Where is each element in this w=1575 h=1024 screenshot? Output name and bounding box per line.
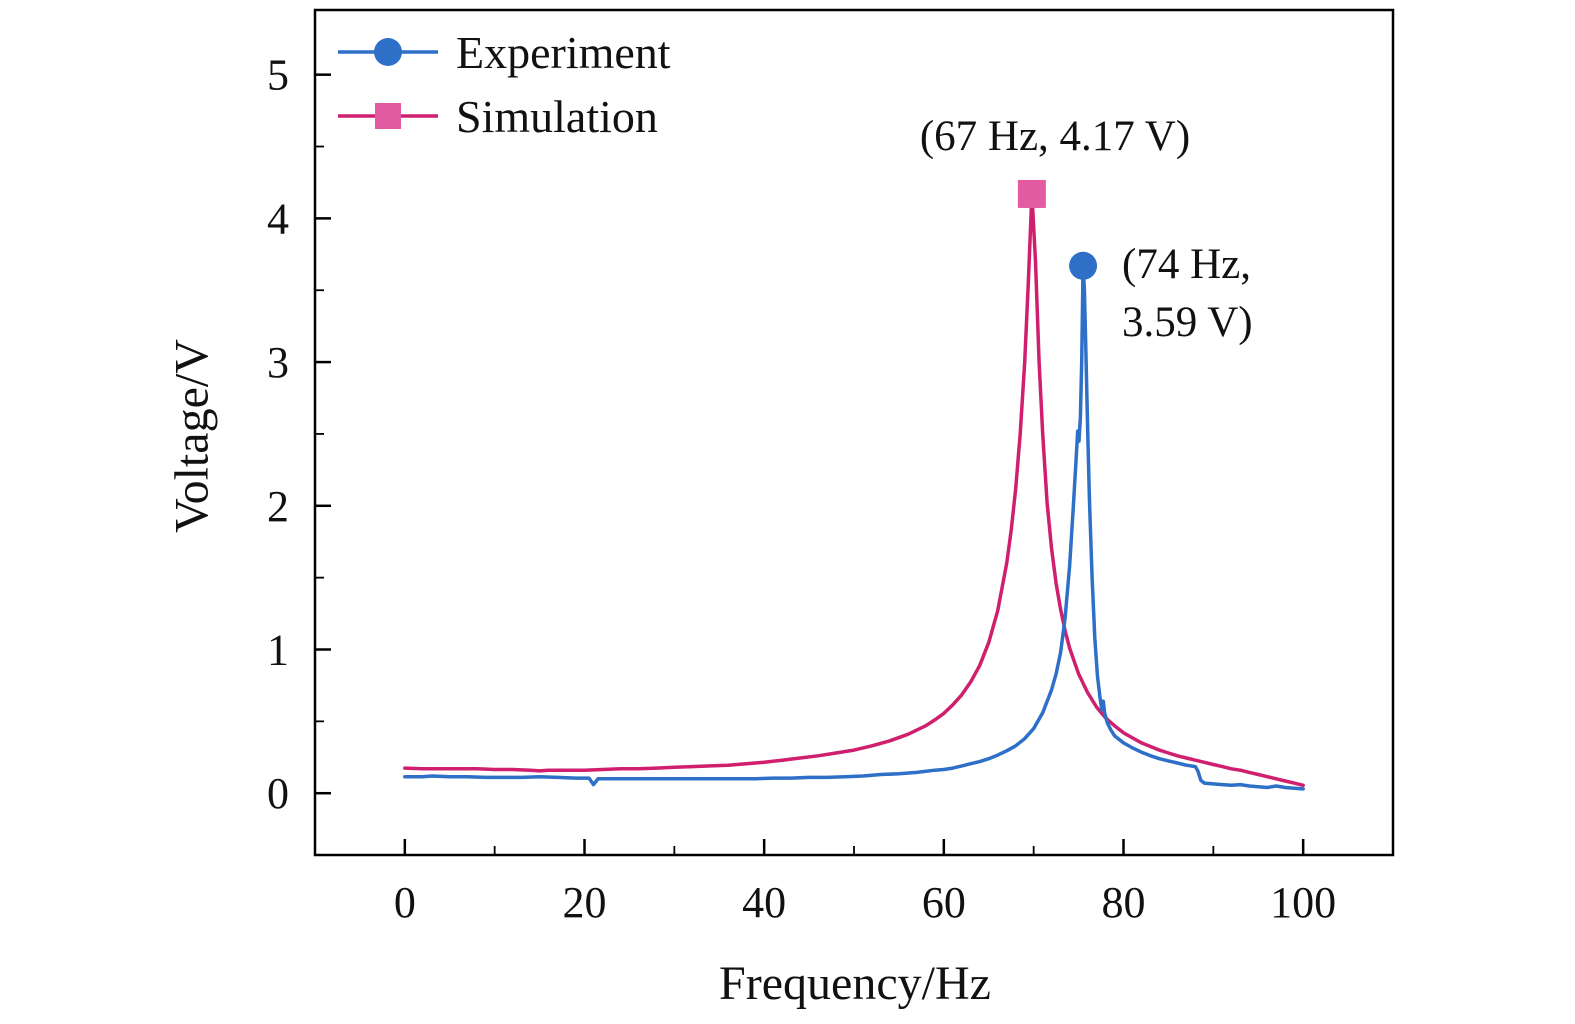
series-line-simulation — [403, 192, 1305, 788]
legend-item-simulation: Simulation — [336, 86, 671, 146]
x-tick-label: 80 — [1102, 878, 1146, 927]
experiment-peak-annotation-line2: 3.59 V) — [1122, 299, 1253, 346]
series-line-experiment — [403, 264, 1305, 791]
y-tick-label: 5 — [267, 51, 289, 100]
legend-item-experiment: Experiment — [336, 22, 671, 82]
simulation-swatch-marker — [375, 103, 401, 129]
legend: Experiment Simulation — [336, 22, 671, 146]
experiment-swatch-marker — [374, 38, 402, 66]
x-tick-label: 100 — [1270, 878, 1336, 927]
experiment-peak-annotation-line1: (74 Hz, — [1122, 241, 1251, 288]
y-tick-label: 0 — [267, 769, 289, 818]
y-tick-label: 2 — [267, 482, 289, 531]
x-axis-title: Frequency/Hz — [719, 957, 991, 1010]
simulation-peak-marker — [1017, 179, 1046, 208]
simulation-peak-annotation: (67 Hz, 4.17 V) — [919, 113, 1191, 160]
y-tick-label: 4 — [267, 194, 289, 243]
x-tick-label: 20 — [563, 878, 607, 927]
legend-label-simulation: Simulation — [456, 90, 658, 142]
simulation-legend-swatch — [338, 103, 438, 129]
y-tick-label: 1 — [267, 625, 289, 674]
x-tick-label: 60 — [922, 878, 966, 927]
y-tick-label: 3 — [267, 338, 289, 387]
legend-label-experiment: Experiment — [456, 26, 671, 78]
experiment-legend-swatch — [338, 38, 438, 66]
y-axis-title: Voltage/V — [165, 339, 219, 533]
experiment-peak-marker — [1069, 251, 1098, 280]
x-tick-label: 40 — [742, 878, 786, 927]
x-tick-label: 0 — [394, 878, 416, 927]
experiment-peak-annotation: (74 Hz, 3.59 V) — [1122, 236, 1253, 352]
